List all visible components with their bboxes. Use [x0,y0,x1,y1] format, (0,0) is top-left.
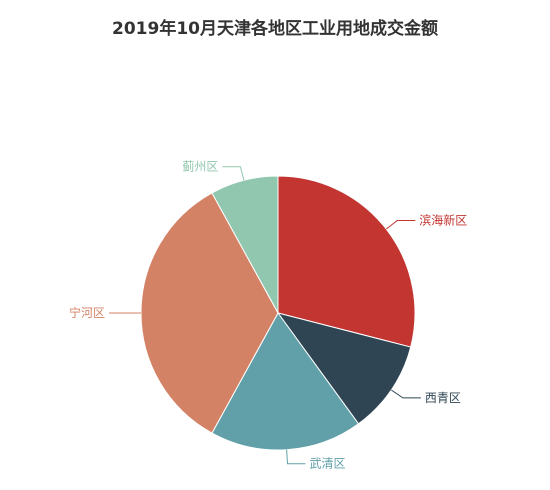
slice-label-2: 武清区 [310,457,346,471]
pie-slice-4[interactable] [211,175,279,314]
pie-slice-0[interactable] [277,175,416,348]
pie-slices [140,175,416,451]
slice-label-3: 宁河区 [69,305,105,320]
label-line-0 [385,220,416,230]
slice-label-0: 滨海新区 [419,213,467,228]
slice-label-4: 蓟州区 [182,160,218,174]
slice-label-1: 西青区 [425,391,461,405]
chart-title: 2019年10月天津各地区工业用地成交金额 [112,19,438,39]
label-line-4 [222,166,245,181]
label-line-2 [286,449,306,465]
pie-slice-3[interactable] [140,192,279,434]
label-line-1 [391,389,421,399]
